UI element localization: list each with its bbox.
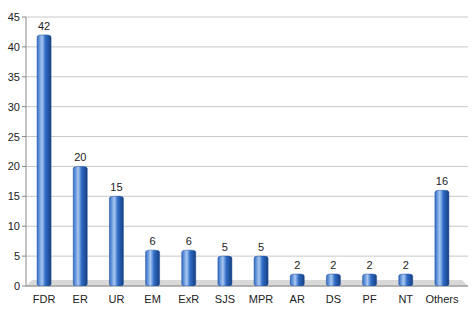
bar — [146, 250, 160, 286]
y-tick-label: 25 — [8, 131, 20, 143]
grid-line — [26, 17, 468, 18]
chart-svg: 0 5 10 15 20 25 30 35 40 45 42 20 15 6 6 5 5 2 2 2 2 16 FDR ER U… — [0, 0, 474, 311]
bar — [399, 274, 413, 286]
x-tick-label: EM — [144, 293, 161, 305]
data-label: 6 — [150, 235, 156, 247]
data-label: 42 — [38, 20, 50, 32]
bars — [37, 35, 449, 286]
grid-line — [26, 106, 468, 107]
grid-line — [26, 136, 468, 137]
x-tick-label: PF — [363, 293, 377, 305]
y-tick — [22, 226, 26, 227]
grid-line — [26, 76, 468, 77]
y-tick — [22, 196, 26, 197]
data-label: 15 — [110, 181, 122, 193]
data-label: 2 — [330, 259, 336, 271]
bar — [363, 274, 377, 286]
x-tick-label: Others — [425, 293, 459, 305]
y-tick-label: 5 — [14, 250, 20, 262]
data-label: 2 — [403, 259, 409, 271]
y-tick — [22, 136, 26, 137]
bar — [218, 256, 232, 286]
grid-line — [26, 256, 468, 257]
bar — [37, 35, 51, 286]
data-label: 16 — [436, 175, 448, 187]
data-label: 2 — [367, 259, 373, 271]
bar — [109, 196, 123, 286]
bar — [73, 166, 87, 286]
data-label: 2 — [294, 259, 300, 271]
data-label: 5 — [258, 241, 264, 253]
y-tick — [22, 286, 26, 287]
grid-line — [26, 196, 468, 197]
grid-line — [26, 166, 468, 167]
y-tick — [22, 76, 26, 77]
bar — [290, 274, 304, 286]
chart-container: 0 5 10 15 20 25 30 35 40 45 42 20 15 6 6 5 5 2 2 2 2 16 FDR ER U… — [0, 0, 474, 311]
y-tick-label: 45 — [8, 11, 20, 23]
y-tick — [22, 17, 26, 18]
y-tick-label: 30 — [8, 101, 20, 113]
y-tick-label: 10 — [8, 220, 20, 232]
x-tick-label: MPR — [249, 293, 274, 305]
x-tick-label: FDR — [33, 293, 56, 305]
y-axis — [26, 17, 27, 286]
x-tick-label: DS — [326, 293, 341, 305]
y-tick-label: 15 — [8, 190, 20, 202]
bar — [435, 190, 449, 286]
x-tick-label: NT — [398, 293, 413, 305]
y-tick — [22, 106, 26, 107]
x-tick-label: ER — [73, 293, 88, 305]
y-tick — [22, 256, 26, 257]
x-tick-label: ExR — [178, 293, 199, 305]
data-label: 6 — [186, 235, 192, 247]
bar — [254, 256, 268, 286]
grid-line — [26, 46, 468, 47]
grid-line — [26, 226, 468, 227]
y-tick-label: 0 — [14, 280, 20, 292]
y-tick-label: 40 — [8, 41, 20, 53]
data-label: 5 — [222, 241, 228, 253]
data-label: 20 — [74, 151, 86, 163]
y-tick — [22, 46, 26, 47]
x-tick-label: SJS — [215, 293, 235, 305]
y-tick-label: 20 — [8, 160, 20, 172]
bar — [182, 250, 196, 286]
x-tick-label: UR — [108, 293, 124, 305]
bar — [326, 274, 340, 286]
x-tick-label: AR — [290, 293, 305, 305]
y-tick-label: 35 — [8, 71, 20, 83]
y-tick — [22, 166, 26, 167]
